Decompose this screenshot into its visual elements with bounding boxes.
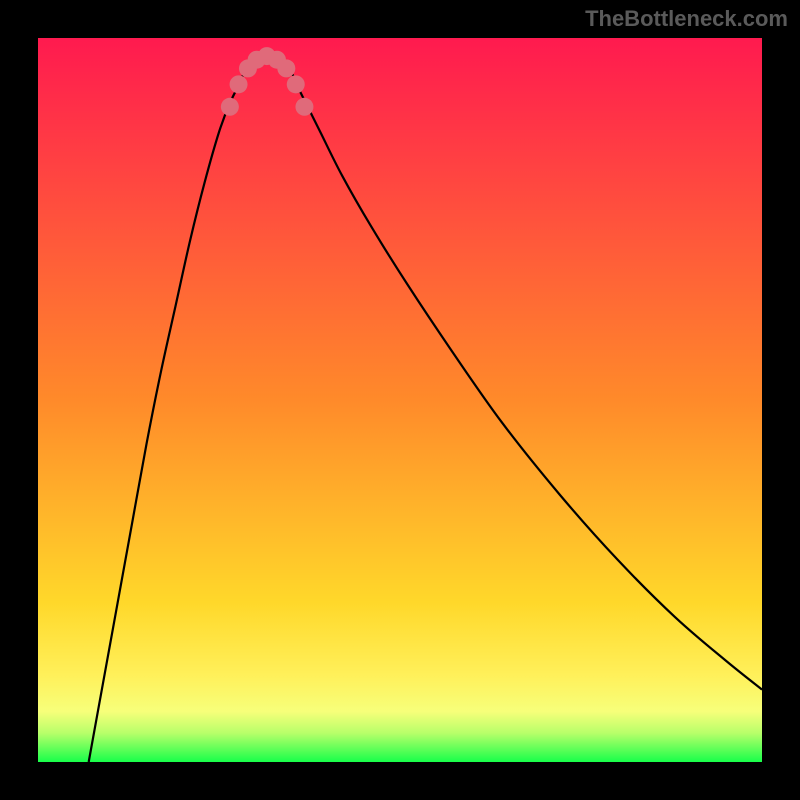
trough-marker-dot	[277, 59, 295, 77]
trough-marker-dot	[287, 75, 305, 93]
bottleneck-curve	[89, 56, 762, 762]
trough-marker-dot	[221, 98, 239, 116]
plot-area	[38, 38, 762, 762]
trough-marker-dot	[230, 75, 248, 93]
chart-svg	[38, 38, 762, 762]
watermark-text: TheBottleneck.com	[585, 6, 788, 32]
trough-markers	[221, 47, 314, 116]
trough-marker-dot	[295, 98, 313, 116]
